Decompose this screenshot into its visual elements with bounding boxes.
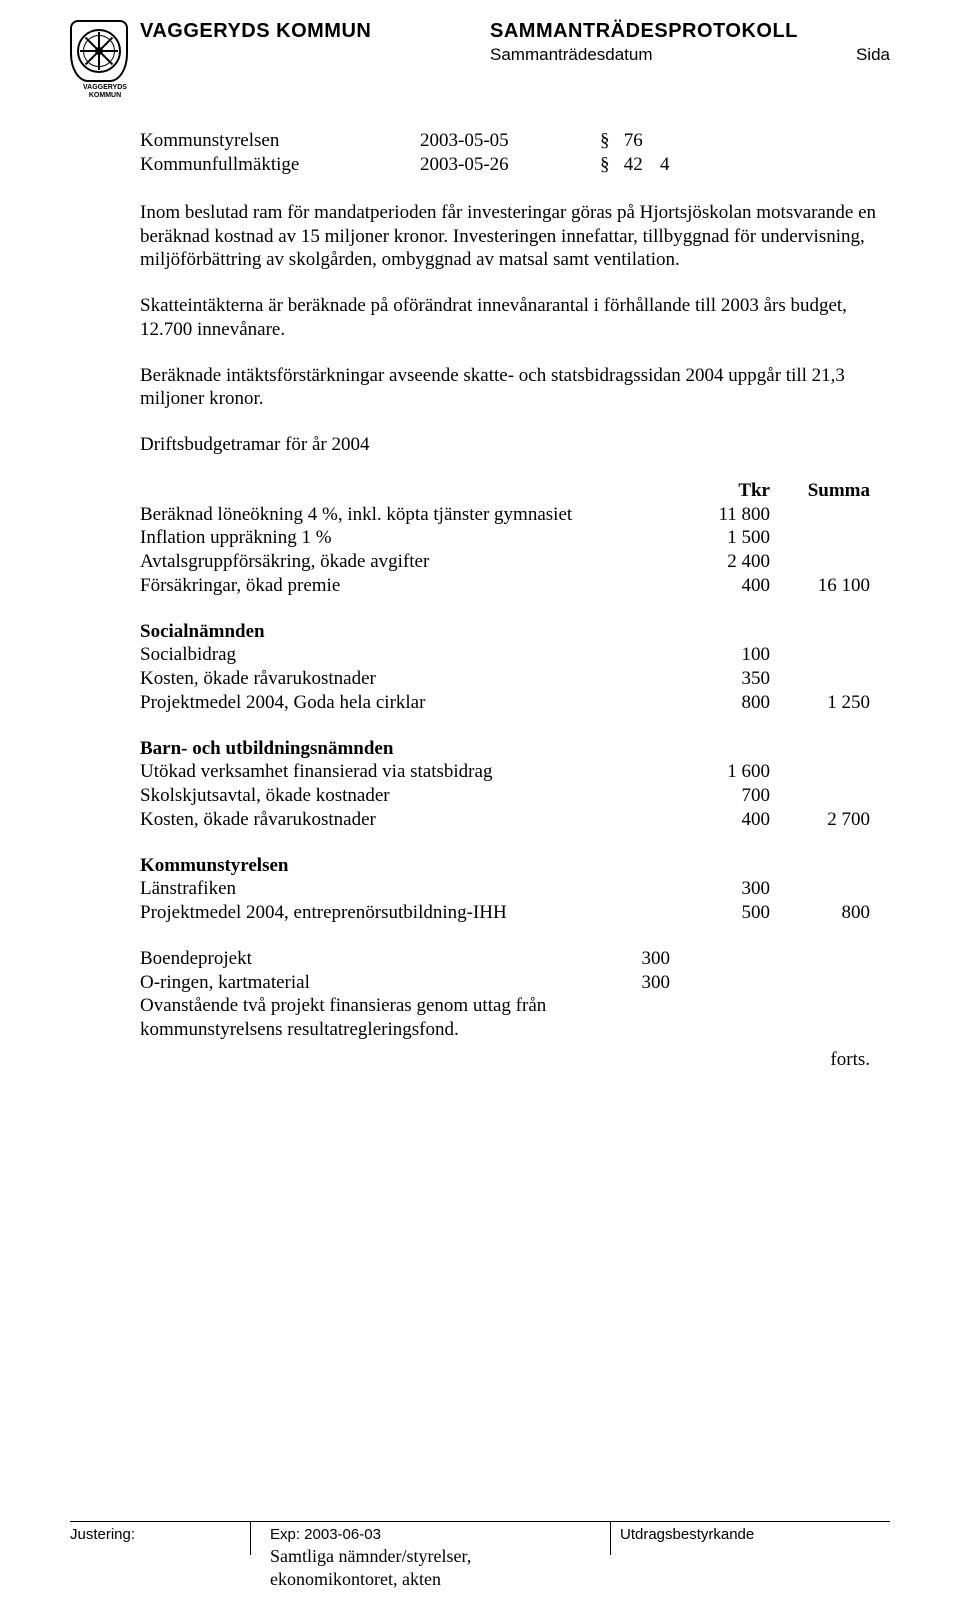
meeting-section: § 76	[600, 129, 660, 153]
budget-row: Länstrafiken 300	[140, 877, 890, 901]
footer-row: Justering: Exp: 2003-06-03 Utdragsbestyr…	[70, 1526, 890, 1543]
meeting-page	[660, 129, 720, 153]
footer-vertical-divider	[610, 1522, 611, 1555]
document-footer: Justering: Exp: 2003-06-03 Utdragsbestyr…	[70, 1521, 890, 1590]
meeting-section: § 42	[600, 153, 660, 177]
logo-column: VAGGERYDS KOMMUN	[70, 20, 140, 99]
document-body: Kommunstyrelsen 2003-05-05 § 76 Kommunfu…	[140, 129, 890, 1071]
footer-vertical-divider	[250, 1522, 251, 1555]
meeting-info-table: Kommunstyrelsen 2003-05-05 § 76 Kommunfu…	[140, 129, 890, 177]
budget-note: Ovanstående två projekt finansieras geno…	[140, 994, 890, 1018]
header-right: SAMMANTRÄDESPROTOKOLL Sammanträdesdatum …	[490, 20, 890, 65]
budget-row: Avtalsgruppförsäkring, ökade avgifter 2 …	[140, 550, 890, 574]
budget-section-head: Kommunstyrelsen	[140, 854, 890, 878]
budget-note: kommunstyrelsens resultatregleringsfond.	[140, 1018, 890, 1042]
meeting-body: Kommunstyrelsen	[140, 129, 420, 153]
municipality-logo-icon	[70, 20, 128, 82]
footer-distribution: Samtliga nämnder/styrelser, ekonomikonto…	[270, 1545, 890, 1590]
document-header: VAGGERYDS KOMMUN VAGGERYDS KOMMUN SAMMAN…	[70, 20, 890, 99]
budget-section-head: Barn- och utbildningsnämnden	[140, 737, 890, 761]
continuation-marker: forts.	[140, 1048, 890, 1072]
organization-name: VAGGERYDS KOMMUN	[140, 20, 490, 43]
protocol-title: SAMMANTRÄDESPROTOKOLL	[490, 20, 890, 43]
budget-row: Socialbidrag 100	[140, 643, 890, 667]
meeting-date: 2003-05-26	[420, 153, 600, 177]
budget-row: Kosten, ökade råvarukostnader 350	[140, 667, 890, 691]
budget-table: Tkr Summa Beräknad löneökning 4 %, inkl.…	[140, 479, 890, 1072]
footer-utdrag: Utdragsbestyrkande	[620, 1526, 870, 1543]
meeting-date: 2003-05-05	[420, 129, 600, 153]
budget-row: O-ringen, kartmaterial 300	[140, 971, 890, 995]
budget-row: Skolskjutsavtal, ökade kostnader 700	[140, 784, 890, 808]
budget-header-row: Tkr Summa	[140, 479, 890, 503]
paragraph: Inom beslutad ram för mandatperioden får…	[140, 201, 890, 272]
paragraph: Driftsbudgetramar för år 2004	[140, 433, 890, 457]
budget-row: Försäkringar, ökad premie 400 16 100	[140, 574, 890, 598]
page: VAGGERYDS KOMMUN VAGGERYDS KOMMUN SAMMAN…	[0, 0, 960, 1072]
meeting-page: 4	[660, 153, 720, 177]
meeting-body: Kommunfullmäktige	[140, 153, 420, 177]
budget-row: Projektmedel 2004, entreprenörsutbildnin…	[140, 901, 890, 925]
logo-caption: VAGGERYDS KOMMUN	[70, 84, 140, 99]
budget-row: Inflation uppräkning 1 % 1 500	[140, 526, 890, 550]
col-summa: Summa	[770, 479, 870, 503]
header-left: VAGGERYDS KOMMUN	[140, 20, 490, 43]
meeting-row: Kommunstyrelsen 2003-05-05 § 76	[140, 129, 890, 153]
paragraph: Beräknade intäktsförstärkningar avseende…	[140, 364, 890, 412]
footer-exp: Exp: 2003-06-03	[270, 1526, 620, 1543]
subheader-page-label: Sida	[856, 45, 890, 65]
budget-row: Beräknad löneökning 4 %, inkl. köpta tjä…	[140, 503, 890, 527]
budget-row: Boendeprojekt 300	[140, 947, 890, 971]
subheader: Sammanträdesdatum Sida	[490, 45, 890, 65]
footer-justering: Justering:	[70, 1526, 270, 1543]
budget-row: Utökad verksamhet finansierad via statsb…	[140, 760, 890, 784]
paragraph: Skatteintäkterna är beräknade på oföränd…	[140, 294, 890, 342]
budget-row: Projektmedel 2004, Goda hela cirklar 800…	[140, 691, 890, 715]
meeting-row: Kommunfullmäktige 2003-05-26 § 42 4	[140, 153, 890, 177]
footer-divider	[70, 1521, 890, 1522]
col-tkr: Tkr	[670, 479, 770, 503]
budget-row: Kosten, ökade råvarukostnader 400 2 700	[140, 808, 890, 832]
budget-section-head: Socialnämnden	[140, 620, 890, 644]
subheader-date-label: Sammanträdesdatum	[490, 45, 653, 65]
